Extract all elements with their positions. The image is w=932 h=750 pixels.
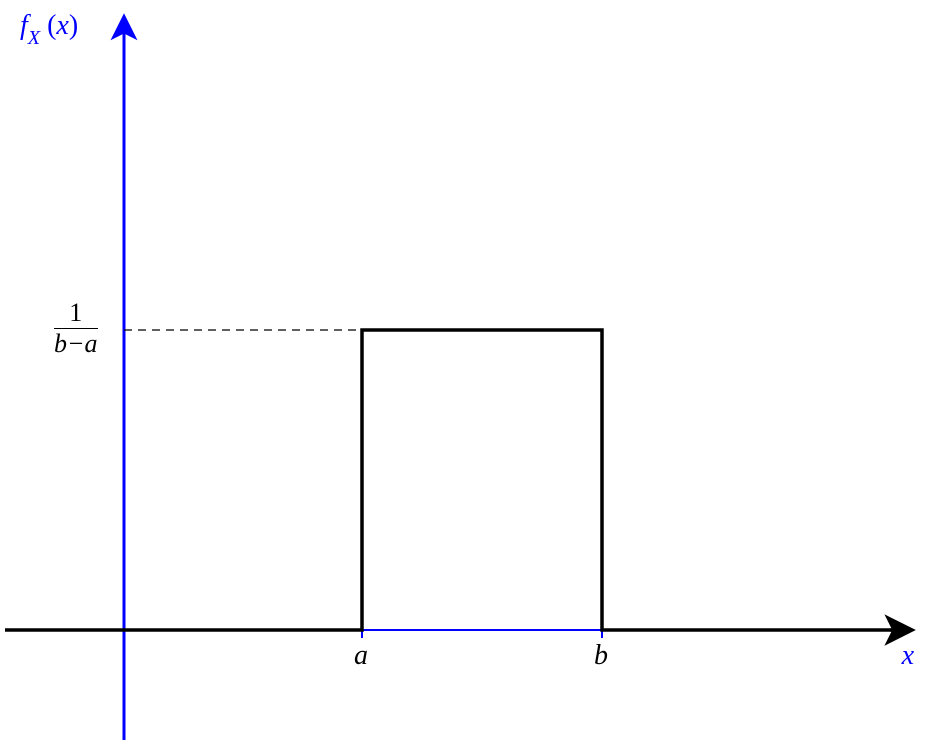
tick-label-a: a	[354, 640, 368, 672]
tick-label-b: b	[594, 640, 608, 672]
chart-svg	[0, 0, 932, 745]
y-axis-label: fX (x)	[20, 10, 78, 47]
x-axis-label: x	[902, 640, 914, 672]
uniform-pdf-chart: fX (x) x a b 1 b−a	[0, 0, 932, 745]
fraction-denominator: b−a	[54, 329, 98, 357]
fraction-numerator: 1	[54, 300, 98, 329]
pdf-curve	[5, 330, 895, 630]
y-tick-fraction-label: 1 b−a	[54, 300, 98, 357]
